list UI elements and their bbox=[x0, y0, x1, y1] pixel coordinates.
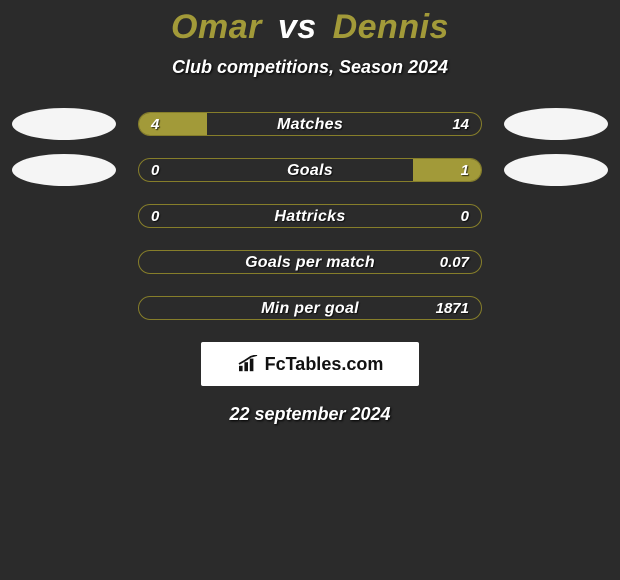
team-badge-right bbox=[504, 108, 608, 140]
source-logo: FcTables.com bbox=[201, 342, 419, 386]
stat-row: Min per goal1871 bbox=[0, 296, 620, 320]
stat-bar: Min per goal1871 bbox=[138, 296, 482, 320]
stat-row: 4Matches14 bbox=[0, 112, 620, 136]
stat-row: 0Goals1 bbox=[0, 158, 620, 182]
stat-label: Goals bbox=[139, 159, 481, 182]
stat-label: Matches bbox=[139, 113, 481, 136]
stat-row: Goals per match0.07 bbox=[0, 250, 620, 274]
value-right: 0 bbox=[461, 205, 469, 228]
barchart-icon bbox=[237, 355, 259, 373]
stat-rows: 4Matches140Goals10Hattricks0Goals per ma… bbox=[0, 112, 620, 320]
team-badge-left bbox=[12, 108, 116, 140]
player1-name: Omar bbox=[171, 8, 262, 46]
date-line: 22 september 2024 bbox=[0, 404, 620, 425]
value-right: 1871 bbox=[436, 297, 469, 320]
logo-label: FcTables.com bbox=[265, 354, 384, 375]
page-title: Omar vs Dennis bbox=[0, 8, 620, 47]
value-right: 1 bbox=[461, 159, 469, 182]
stat-label: Min per goal bbox=[139, 297, 481, 320]
subtitle: Club competitions, Season 2024 bbox=[0, 57, 620, 78]
logo-text: FcTables.com bbox=[237, 354, 384, 375]
value-right: 14 bbox=[452, 113, 469, 136]
value-right: 0.07 bbox=[440, 251, 469, 274]
team-badge-left bbox=[12, 154, 116, 186]
comparison-card: Omar vs Dennis Club competitions, Season… bbox=[0, 0, 620, 425]
team-badge-right bbox=[504, 154, 608, 186]
vs-label: vs bbox=[278, 8, 317, 46]
stat-label: Hattricks bbox=[139, 205, 481, 228]
stat-bar: 0Hattricks0 bbox=[138, 204, 482, 228]
player2-name: Dennis bbox=[333, 8, 449, 46]
stat-bar: 4Matches14 bbox=[138, 112, 482, 136]
stat-label: Goals per match bbox=[139, 251, 481, 274]
stat-bar: 0Goals1 bbox=[138, 158, 482, 182]
stat-row: 0Hattricks0 bbox=[0, 204, 620, 228]
stat-bar: Goals per match0.07 bbox=[138, 250, 482, 274]
